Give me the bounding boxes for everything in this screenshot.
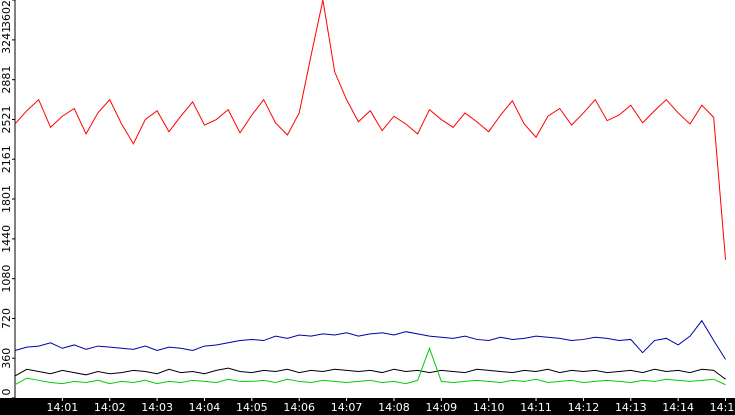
y-tick-label: 1080 bbox=[0, 265, 13, 293]
x-tick-label: 14:05 bbox=[236, 401, 268, 414]
x-axis-band bbox=[0, 398, 735, 415]
x-tick-label: 14:04 bbox=[189, 401, 221, 414]
x-tick-label: 14:02 bbox=[94, 401, 126, 414]
y-tick-label: 3241 bbox=[0, 26, 13, 54]
series-line bbox=[14, 319, 726, 360]
x-tick-label: 14:03 bbox=[141, 401, 173, 414]
x-tick-label: 14:09 bbox=[425, 401, 457, 414]
y-tick-label: 1440 bbox=[0, 225, 13, 253]
y-tick-label: 2521 bbox=[0, 105, 13, 133]
series-line bbox=[14, 346, 726, 386]
x-tick-label: 14:14 bbox=[662, 401, 694, 414]
x-tick-label: 14:12 bbox=[568, 401, 600, 414]
y-tick-label: 2881 bbox=[0, 66, 13, 94]
x-tick-label: 14:07 bbox=[331, 401, 363, 414]
x-tick-label: 14:13 bbox=[615, 401, 647, 414]
x-tick-label: 14:10 bbox=[473, 401, 505, 414]
series-line bbox=[14, 367, 726, 380]
y-tick-label: 360 bbox=[0, 348, 13, 369]
y-tick-label: 3602 bbox=[0, 0, 13, 28]
y-tick-label: 2161 bbox=[0, 145, 13, 173]
y-tick-label: 720 bbox=[0, 308, 13, 329]
series-line bbox=[14, 0, 727, 260]
x-tick-label: 14:15 bbox=[710, 401, 735, 414]
x-tick-label: 14:11 bbox=[520, 401, 552, 414]
y-tick-label: 1801 bbox=[0, 185, 13, 213]
x-tick-label: 14:06 bbox=[283, 401, 315, 414]
x-tick-label: 14:01 bbox=[47, 401, 79, 414]
y-tick-label: 0 bbox=[0, 389, 13, 396]
x-tick-label: 14:08 bbox=[378, 401, 410, 414]
